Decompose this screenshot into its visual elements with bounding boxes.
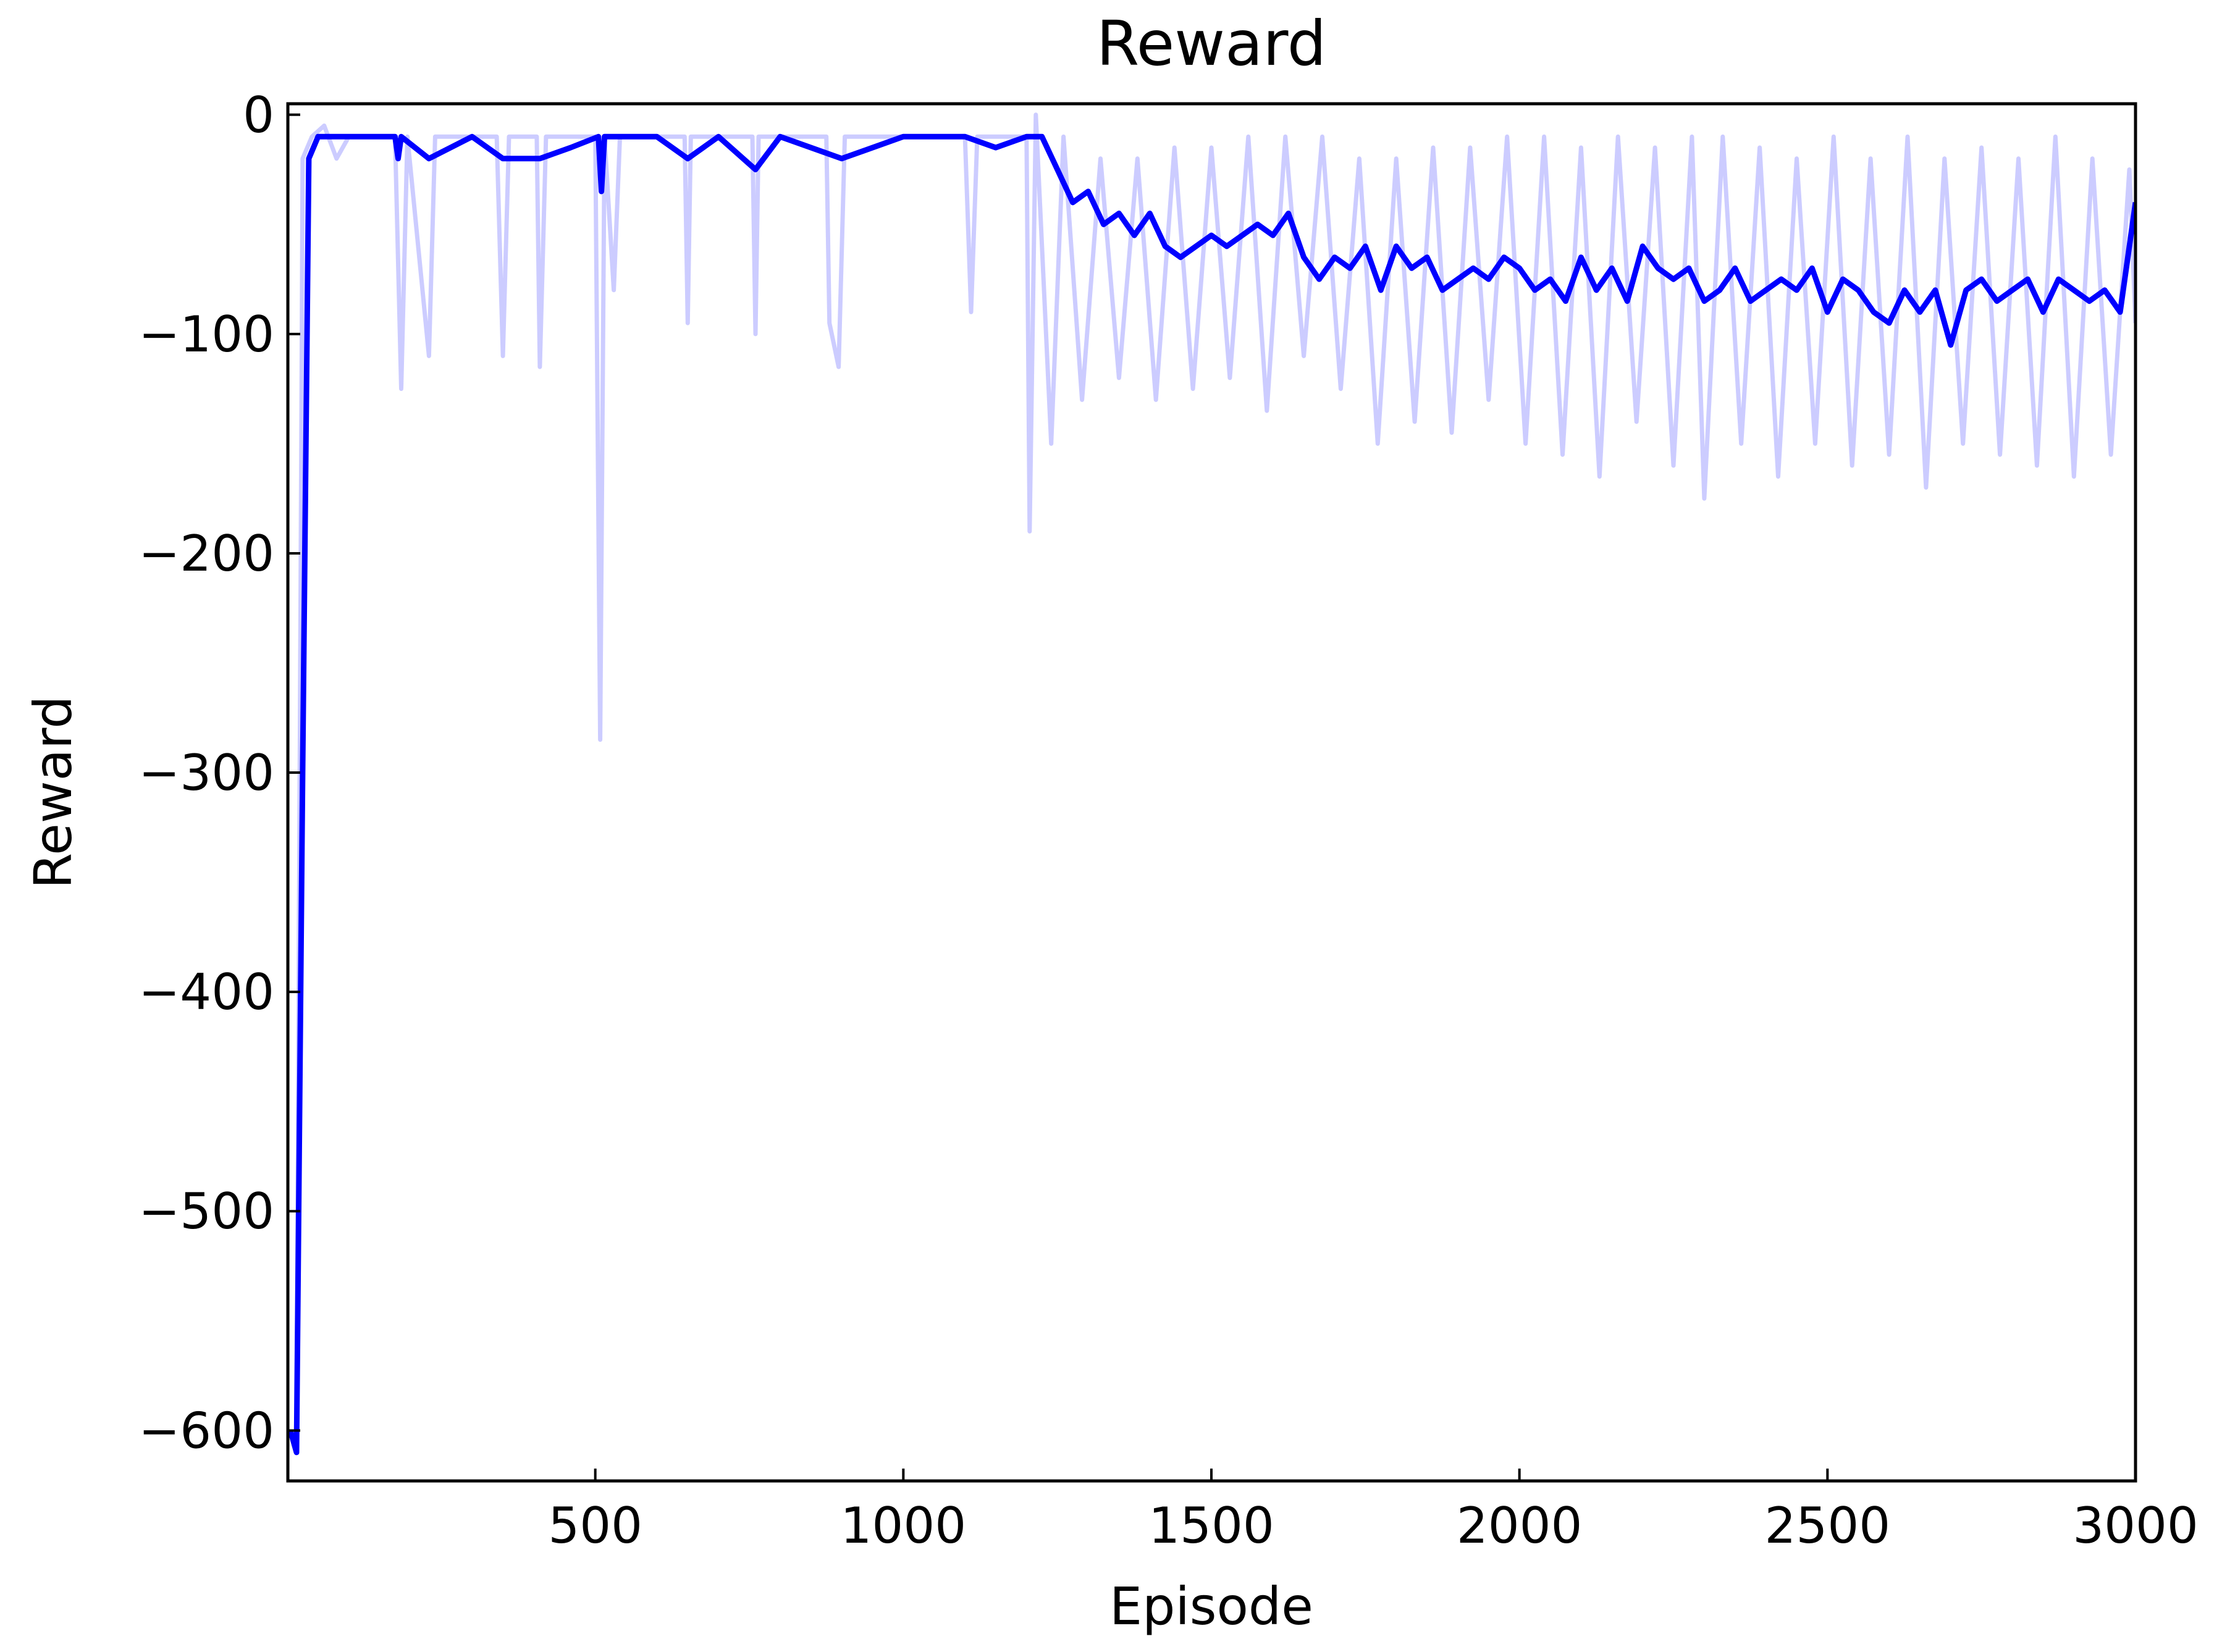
y-tick-label: −400	[138, 963, 274, 1021]
chart-title: Reward	[1096, 7, 1326, 80]
y-tick-label: −300	[138, 744, 274, 802]
y-tick-label: −500	[138, 1183, 274, 1240]
line	[288, 112, 2136, 1455]
x-tick-label: 500	[548, 1497, 642, 1554]
x-tick-label: 2000	[1457, 1497, 1583, 1554]
y-tick-label: −200	[138, 525, 274, 582]
x-tick-label: 2500	[1765, 1497, 1891, 1554]
x-axis-label: Episode	[1109, 1576, 1313, 1637]
x-tick-label: 3000	[2073, 1497, 2199, 1554]
x-tick-label: 1500	[1148, 1497, 1274, 1554]
y-axis-label: Reward	[23, 696, 83, 889]
y-tick-label: 0	[243, 86, 274, 144]
x-tick-label: 1000	[841, 1497, 967, 1554]
y-tick-label: −600	[138, 1402, 274, 1459]
line	[288, 133, 2136, 1456]
y-tick-label: −100	[138, 306, 274, 363]
plot-frame	[286, 102, 2137, 1483]
